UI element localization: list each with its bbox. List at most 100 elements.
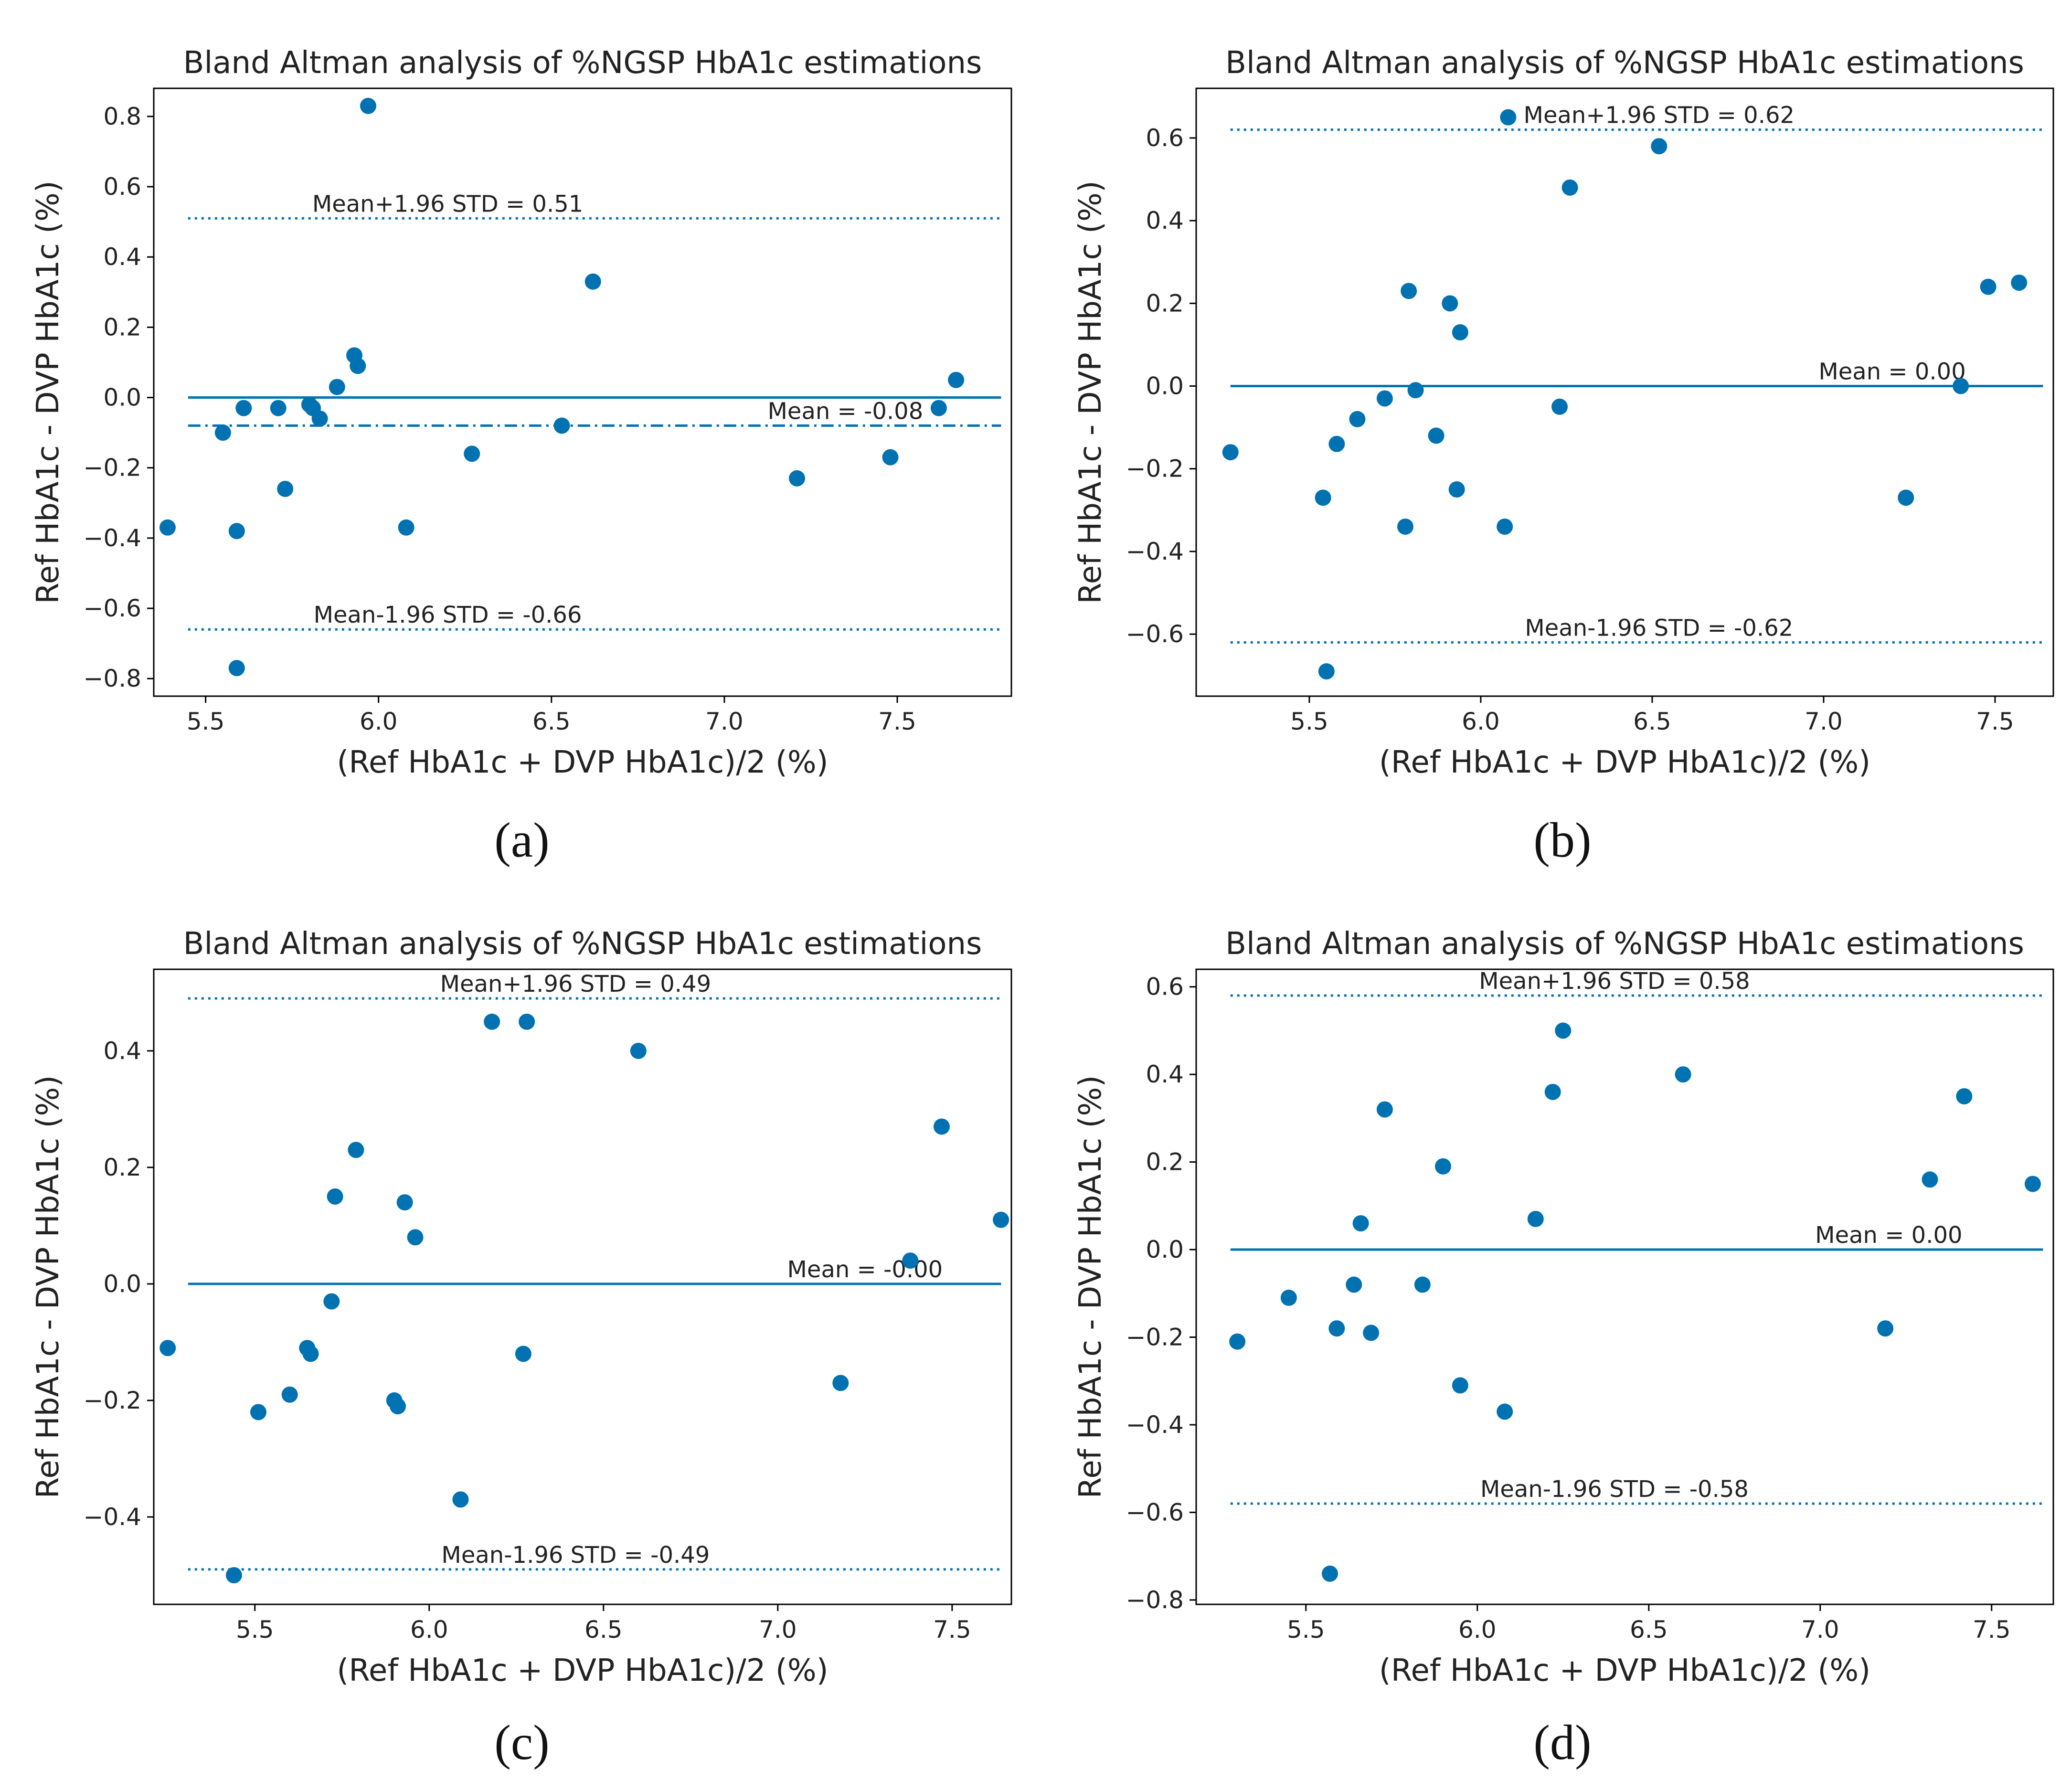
y-tick-label: 0.6 bbox=[103, 173, 141, 201]
x-tick-label: 7.5 bbox=[1976, 708, 2014, 735]
chart-title: Bland Altman analysis of %NGSP HbA1c est… bbox=[1225, 926, 2024, 962]
data-point bbox=[1448, 481, 1465, 498]
y-tick-label: −0.2 bbox=[84, 1387, 141, 1414]
plot-frame bbox=[153, 87, 1012, 697]
x-tick-label: 7.0 bbox=[1805, 708, 1843, 735]
y-tick-label: 0.0 bbox=[1146, 1236, 1184, 1263]
panel-caption-d: (d) bbox=[1533, 1715, 1592, 1770]
data-point bbox=[360, 97, 376, 114]
data-point bbox=[1877, 1320, 1894, 1337]
mean-label: Mean = -0.00 bbox=[787, 1256, 943, 1283]
x-tick-label: 6.5 bbox=[584, 1616, 623, 1644]
data-point bbox=[832, 1375, 849, 1391]
y-tick-label: 0.4 bbox=[103, 243, 141, 271]
data-point bbox=[1956, 1088, 1973, 1104]
data-point bbox=[159, 1340, 176, 1357]
data-point bbox=[1434, 1158, 1451, 1175]
y-tick-label: −0.2 bbox=[1126, 1323, 1184, 1351]
data-point bbox=[2011, 275, 2028, 291]
chart-title: Bland Altman analysis of %NGSP HbA1c est… bbox=[183, 45, 982, 81]
y-tick-label: 0.4 bbox=[103, 1037, 141, 1065]
data-point bbox=[277, 480, 294, 497]
data-point bbox=[1675, 1066, 1691, 1083]
panel-a: Bland Altman analysis of %NGSP HbA1c est… bbox=[31, 45, 1012, 780]
x-tick-label: 7.5 bbox=[1973, 1616, 2011, 1644]
x-tick-label: 7.0 bbox=[759, 1616, 797, 1644]
data-point bbox=[464, 445, 480, 462]
panel-d: Bland Altman analysis of %NGSP HbA1c est… bbox=[1073, 926, 2054, 1688]
x-tick-label: 6.5 bbox=[1633, 708, 1671, 735]
data-point bbox=[1376, 1101, 1393, 1118]
data-point bbox=[789, 470, 805, 487]
data-point bbox=[2024, 1176, 2041, 1192]
data-point bbox=[1349, 411, 1366, 427]
data-point bbox=[390, 1398, 406, 1415]
chart-title: Bland Altman analysis of %NGSP HbA1c est… bbox=[183, 926, 982, 962]
y-tick-label: −0.2 bbox=[84, 454, 141, 482]
data-point bbox=[302, 1346, 319, 1362]
data-point bbox=[1551, 398, 1568, 415]
mean-label: Mean = -0.08 bbox=[768, 398, 924, 424]
data-point bbox=[1980, 278, 1997, 295]
x-tick-label: 6.0 bbox=[1458, 1616, 1497, 1644]
y-tick-label: −0.8 bbox=[1126, 1586, 1184, 1614]
y-tick-label: −0.4 bbox=[1126, 1411, 1184, 1439]
data-point bbox=[225, 1567, 242, 1583]
y-axis-label: Ref HbA1c - DVP HbA1c (%) bbox=[1073, 1075, 1108, 1498]
y-tick-label: 0.0 bbox=[1146, 372, 1184, 400]
chart-title: Bland Altman analysis of %NGSP HbA1c est… bbox=[1225, 45, 2024, 81]
lower-limit-label: Mean-1.96 STD = -0.58 bbox=[1480, 1476, 1749, 1503]
plot-frame bbox=[153, 968, 1012, 1605]
upper-limit-label: Mean+1.96 STD = 0.58 bbox=[1479, 968, 1750, 995]
data-point bbox=[1555, 1022, 1572, 1039]
data-point bbox=[1328, 435, 1345, 452]
y-tick-label: −0.4 bbox=[1126, 538, 1184, 565]
x-axis-label: (Ref HbA1c + DVP HbA1c)/2 (%) bbox=[337, 745, 828, 780]
x-axis-label: (Ref HbA1c + DVP HbA1c)/2 (%) bbox=[337, 1653, 828, 1688]
x-tick-label: 5.5 bbox=[187, 708, 225, 735]
x-axis-label: (Ref HbA1c + DVP HbA1c)/2 (%) bbox=[1379, 1653, 1870, 1688]
x-tick-label: 7.0 bbox=[705, 708, 743, 735]
x-tick-label: 6.5 bbox=[532, 708, 571, 735]
data-point bbox=[250, 1404, 267, 1421]
y-axis-label: Ref HbA1c - DVP HbA1c (%) bbox=[1073, 180, 1108, 604]
panel-caption-c: (c) bbox=[494, 1715, 550, 1770]
data-point bbox=[1452, 324, 1468, 340]
data-point bbox=[1229, 1333, 1246, 1350]
data-point bbox=[281, 1386, 298, 1403]
data-point bbox=[323, 1293, 340, 1310]
lower-limit-label: Mean-1.96 STD = -0.62 bbox=[1525, 615, 1793, 641]
x-tick-label: 6.0 bbox=[1462, 708, 1500, 735]
lower-limit-label: Mean-1.96 STD = -0.49 bbox=[441, 1542, 710, 1569]
data-point bbox=[882, 449, 899, 466]
y-tick-label: 0.6 bbox=[1146, 973, 1184, 1001]
panel-caption-b: (b) bbox=[1533, 813, 1592, 868]
data-point bbox=[1401, 283, 1417, 299]
data-point bbox=[1328, 1320, 1345, 1337]
data-point bbox=[311, 410, 328, 427]
data-point bbox=[228, 523, 245, 540]
y-tick-label: −0.8 bbox=[84, 665, 141, 692]
x-tick-label: 7.5 bbox=[878, 708, 916, 735]
data-point bbox=[1363, 1325, 1380, 1341]
y-tick-label: 0.0 bbox=[103, 1270, 141, 1298]
data-point bbox=[348, 1142, 364, 1158]
data-point bbox=[930, 400, 947, 416]
data-point bbox=[235, 400, 252, 416]
panel-c: Bland Altman analysis of %NGSP HbA1c est… bbox=[31, 926, 1012, 1688]
data-point bbox=[1452, 1377, 1468, 1394]
data-point bbox=[1500, 109, 1517, 126]
data-point bbox=[1414, 1276, 1431, 1293]
y-axis-label: Ref HbA1c - DVP HbA1c (%) bbox=[31, 180, 66, 604]
y-axis-label: Ref HbA1c - DVP HbA1c (%) bbox=[31, 1075, 66, 1498]
x-tick-label: 5.5 bbox=[236, 1616, 274, 1644]
data-point bbox=[1544, 1083, 1561, 1100]
data-point bbox=[398, 519, 414, 536]
data-point bbox=[1352, 1215, 1369, 1231]
panel-caption-a: (a) bbox=[494, 813, 550, 868]
data-point bbox=[1922, 1171, 1938, 1188]
upper-limit-label: Mean+1.96 STD = 0.62 bbox=[1524, 102, 1795, 129]
y-tick-label: −0.6 bbox=[84, 594, 141, 622]
